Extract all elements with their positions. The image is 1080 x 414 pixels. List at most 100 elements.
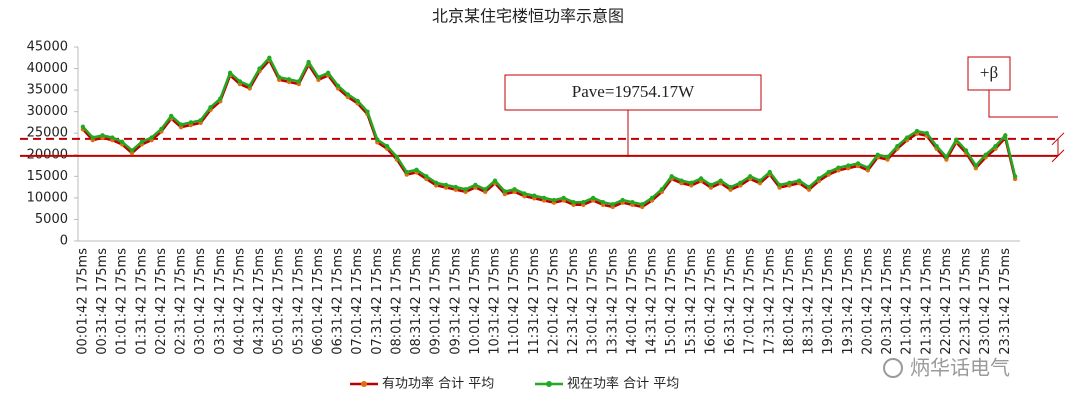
point [757, 178, 763, 183]
point [375, 137, 380, 142]
x-tick-label: 17:01:42 175ms [743, 248, 758, 355]
x-tick-label: 16:31:42 175ms [723, 248, 738, 355]
point [365, 109, 370, 114]
x-tick-label: 02:31:42 175ms [174, 248, 189, 355]
point [247, 83, 252, 89]
point [934, 143, 939, 149]
point [522, 191, 527, 196]
point [90, 135, 95, 140]
point [767, 169, 772, 175]
point [276, 74, 282, 80]
y-tick-label: 5000 [35, 212, 68, 227]
point [1012, 174, 1018, 179]
point [865, 165, 871, 170]
x-tick-label: 18:01:42 175ms [782, 248, 797, 355]
point [149, 135, 154, 140]
x-tick-label: 03:01:42 175ms [193, 248, 208, 355]
point [129, 148, 135, 153]
point [797, 178, 802, 183]
point [1003, 133, 1008, 138]
x-tick-label: 09:31:42 175ms [448, 248, 463, 355]
y-tick-label: 35000 [27, 83, 68, 98]
point [954, 137, 959, 142]
x-tick-label: 15:01:42 175ms [664, 248, 679, 355]
point [316, 74, 321, 80]
beta-tick [1051, 132, 1065, 146]
legend-label: 视在功率 合计 平均 [567, 376, 679, 392]
point [532, 193, 537, 198]
point [551, 197, 557, 203]
point [218, 96, 223, 101]
x-tick-label: 01:01:42 175ms [115, 248, 130, 355]
point [924, 131, 929, 136]
point [659, 187, 665, 192]
point [855, 161, 861, 166]
x-tick-label: 20:01:42 175ms [860, 248, 875, 355]
point [806, 184, 812, 190]
point [473, 182, 478, 188]
point [846, 163, 851, 168]
point [993, 143, 998, 149]
point [286, 77, 292, 82]
x-tick-label: 17:31:42 175ms [762, 248, 777, 355]
point [169, 113, 174, 119]
point [698, 176, 704, 181]
point [139, 139, 144, 145]
point [237, 79, 243, 84]
y-tick-label: 30000 [27, 104, 68, 119]
point [708, 182, 714, 188]
point [826, 169, 831, 175]
legend-label: 有功功率 合计 平均 [382, 376, 494, 392]
point [728, 184, 733, 190]
point [630, 200, 635, 205]
point [836, 165, 841, 170]
annotation-box [504, 74, 762, 111]
point [404, 169, 409, 175]
point [983, 152, 988, 157]
x-tick-label: 10:31:42 175ms [488, 248, 503, 355]
x-tick-label: 22:01:42 175ms [939, 248, 954, 355]
point [119, 139, 125, 145]
y-tick-label: 10000 [27, 190, 68, 205]
point [433, 180, 439, 185]
point [100, 133, 105, 138]
point [110, 135, 115, 140]
watermark: 炳华话电气 [910, 356, 1010, 380]
point [178, 122, 184, 127]
point [227, 70, 233, 76]
point [159, 126, 164, 132]
legend-marker [546, 381, 552, 387]
point [394, 154, 400, 160]
annotation: +β [980, 63, 998, 82]
point [738, 180, 743, 185]
point [296, 79, 301, 84]
point [649, 195, 655, 201]
point [777, 182, 782, 188]
point [453, 184, 458, 190]
point [512, 187, 517, 192]
point [463, 187, 468, 192]
y-tick-label: 45000 [27, 40, 68, 55]
point [424, 174, 429, 179]
x-tick-label: 08:31:42 175ms [409, 248, 424, 355]
annotation-box [967, 56, 1011, 91]
point [80, 124, 86, 129]
x-tick-label: 02:01:42 175ms [154, 248, 169, 355]
x-tick-label: 07:31:42 175ms [370, 248, 385, 355]
point [541, 195, 547, 201]
y-tick-label: 40000 [27, 61, 68, 76]
x-tick-label: 14:31:42 175ms [645, 248, 660, 355]
point [345, 92, 351, 97]
x-tick-label: 15:31:42 175ms [684, 248, 699, 355]
point [640, 202, 645, 207]
x-tick-label: 03:31:42 175ms [213, 248, 228, 355]
x-tick-label: 11:01:42 175ms [507, 248, 522, 355]
x-tick-label: 14:01:42 175ms [625, 248, 640, 355]
y-tick-label: 20000 [27, 147, 68, 162]
watermark-icon [883, 358, 903, 378]
x-tick-label: 07:01:42 175ms [350, 248, 365, 355]
point [561, 195, 566, 201]
x-tick-label: 04:31:42 175ms [252, 248, 267, 355]
x-tick-label: 12:31:42 175ms [566, 248, 581, 355]
